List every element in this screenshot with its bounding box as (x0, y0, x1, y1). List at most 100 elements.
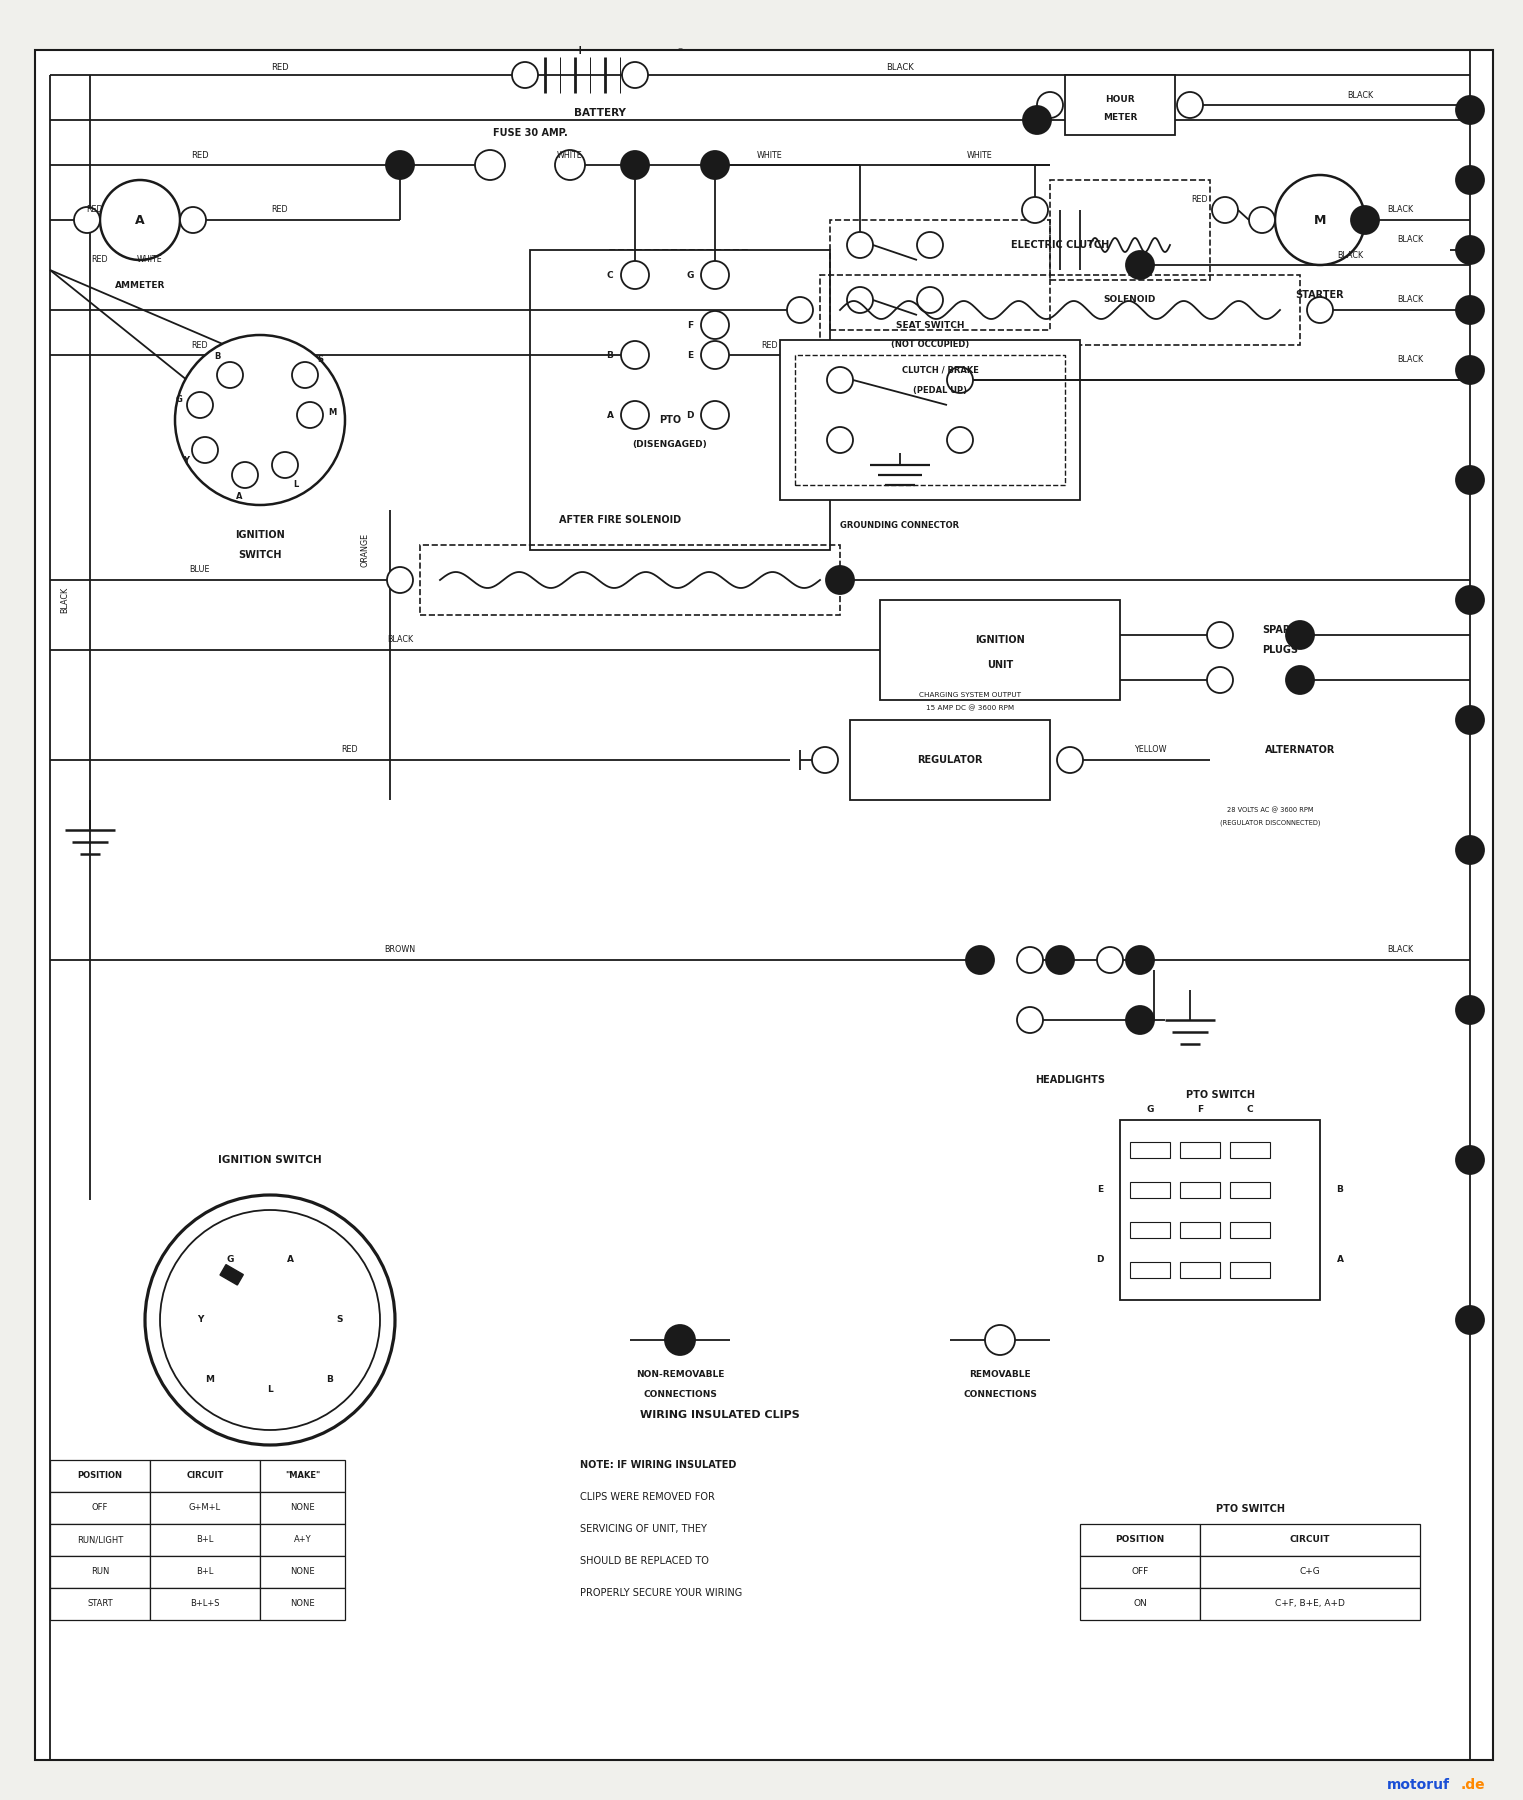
Circle shape (187, 392, 213, 418)
Bar (1180, 1183, 1220, 1199)
Text: PTO SWITCH: PTO SWITCH (1185, 1091, 1255, 1100)
Circle shape (216, 362, 244, 389)
Text: CONNECTIONS: CONNECTIONS (963, 1390, 1037, 1399)
Bar (780, 340, 1080, 500)
Circle shape (947, 427, 973, 454)
Bar (1049, 180, 1209, 281)
Circle shape (554, 149, 585, 180)
Bar (530, 250, 830, 551)
Text: RED: RED (91, 256, 108, 265)
Circle shape (297, 401, 323, 428)
Bar (260, 1588, 346, 1620)
Circle shape (1456, 295, 1483, 324)
Text: G: G (687, 270, 693, 279)
Text: POSITION: POSITION (1115, 1535, 1165, 1544)
Text: A: A (236, 491, 242, 500)
Circle shape (1023, 106, 1051, 133)
Circle shape (1307, 297, 1333, 322)
Text: +: + (574, 43, 585, 56)
Text: B: B (606, 351, 614, 360)
Text: FUSE 30 AMP.: FUSE 30 AMP. (492, 128, 568, 139)
Text: S: S (318, 355, 323, 364)
Text: BLUE: BLUE (190, 565, 210, 574)
Text: (REGULATOR DISCONNECTED): (REGULATOR DISCONNECTED) (1220, 819, 1320, 826)
Text: B: B (1337, 1186, 1343, 1195)
Text: B+L: B+L (196, 1568, 213, 1577)
Circle shape (1456, 1307, 1483, 1334)
Text: START: START (87, 1600, 113, 1609)
Text: D: D (1097, 1256, 1104, 1264)
Bar (1200, 1588, 1419, 1620)
Text: HOUR: HOUR (1106, 95, 1135, 104)
Circle shape (985, 1325, 1014, 1355)
Circle shape (192, 437, 218, 463)
Circle shape (1351, 205, 1378, 234)
Text: "MAKE": "MAKE" (285, 1471, 320, 1480)
Circle shape (827, 427, 853, 454)
Bar (1130, 1183, 1170, 1199)
Text: ORANGE: ORANGE (361, 533, 370, 567)
Circle shape (1456, 166, 1483, 194)
Text: A: A (286, 1256, 294, 1264)
Text: CLIPS WERE REMOVED FOR: CLIPS WERE REMOVED FOR (580, 1492, 714, 1501)
Text: F: F (1197, 1105, 1203, 1114)
Bar (50, 1555, 149, 1588)
Text: NONE: NONE (291, 1503, 315, 1512)
Bar (611, 250, 749, 470)
Circle shape (75, 207, 101, 232)
Bar (50, 1525, 149, 1555)
Text: C: C (1247, 1105, 1253, 1114)
Circle shape (621, 340, 649, 369)
Text: ON: ON (1133, 1600, 1147, 1609)
Text: IGNITION: IGNITION (975, 635, 1025, 644)
Text: ELECTRIC CLUTCH: ELECTRIC CLUTCH (1011, 239, 1109, 250)
Circle shape (1017, 1006, 1043, 1033)
Circle shape (1456, 236, 1483, 265)
Bar (215, 1354, 254, 1364)
Circle shape (847, 286, 873, 313)
Circle shape (621, 151, 649, 178)
Text: BLACK: BLACK (1397, 356, 1422, 364)
Circle shape (825, 565, 854, 594)
Text: ALTERNATOR: ALTERNATOR (1264, 745, 1336, 754)
Bar (250, 1278, 300, 1291)
Circle shape (231, 463, 257, 488)
Text: PROPERLY SECURE YOUR WIRING: PROPERLY SECURE YOUR WIRING (580, 1588, 742, 1598)
Text: G: G (175, 396, 183, 405)
Circle shape (1456, 587, 1483, 614)
Circle shape (827, 367, 853, 392)
Text: M: M (206, 1375, 215, 1384)
Text: REGULATOR: REGULATOR (917, 754, 982, 765)
Circle shape (701, 340, 730, 369)
Circle shape (1037, 92, 1063, 119)
Circle shape (947, 367, 973, 392)
Circle shape (160, 1210, 381, 1429)
Circle shape (1097, 947, 1122, 974)
Text: SHOULD BE REPLACED TO: SHOULD BE REPLACED TO (580, 1555, 708, 1566)
Bar (260, 1492, 346, 1525)
Text: -: - (678, 43, 682, 56)
Bar (149, 1588, 260, 1620)
Text: (NOT OCCUPIED): (NOT OCCUPIED) (891, 340, 969, 349)
Circle shape (701, 311, 730, 338)
Text: WHITE: WHITE (557, 151, 583, 160)
Circle shape (475, 149, 506, 180)
Text: RED: RED (762, 340, 778, 349)
Bar (819, 275, 1301, 346)
Text: CLUTCH / BRAKE: CLUTCH / BRAKE (902, 365, 978, 374)
Circle shape (1456, 835, 1483, 864)
Bar (850, 720, 1049, 799)
Bar (1080, 1525, 1200, 1555)
Circle shape (966, 947, 995, 974)
Bar (1080, 1588, 1200, 1620)
Text: CONNECTIONS: CONNECTIONS (643, 1390, 717, 1399)
Bar (260, 1460, 346, 1492)
Text: RUN/LIGHT: RUN/LIGHT (76, 1535, 123, 1544)
Text: OFF: OFF (1132, 1568, 1148, 1577)
Text: PTO SWITCH: PTO SWITCH (1215, 1505, 1284, 1514)
Text: REMOVABLE: REMOVABLE (969, 1370, 1031, 1379)
Bar (830, 220, 1049, 329)
Bar (1119, 1120, 1320, 1300)
Circle shape (1285, 666, 1314, 695)
Text: (PEDAL UP): (PEDAL UP) (912, 385, 967, 394)
